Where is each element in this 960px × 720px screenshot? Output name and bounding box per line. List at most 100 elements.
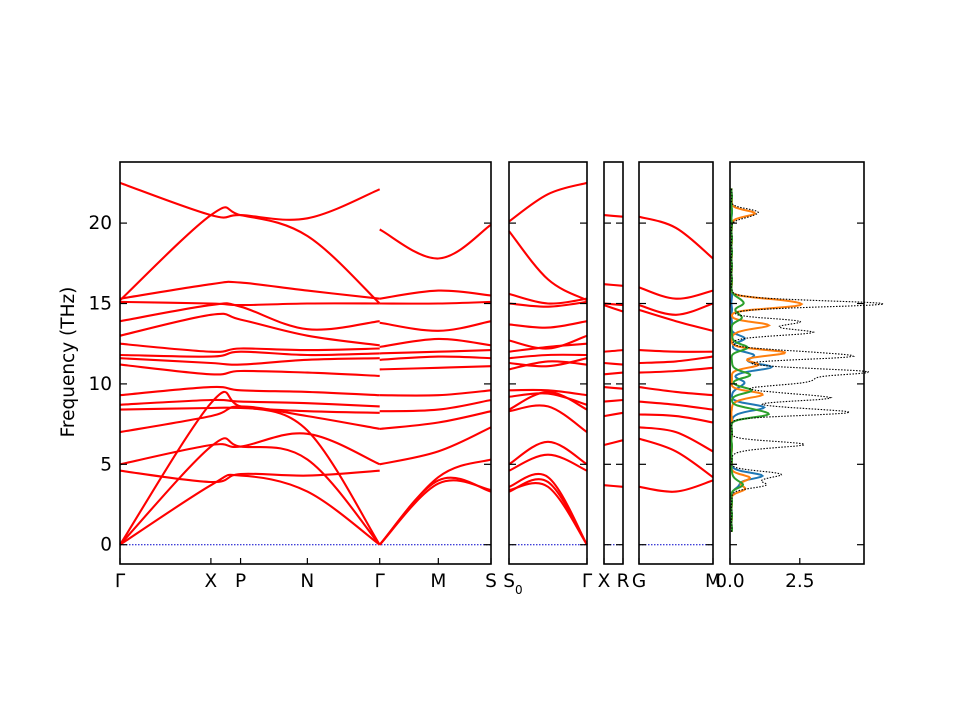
- phonon-band: [638, 286, 714, 300]
- phonon-band: [119, 473, 381, 546]
- dos-panel: 0.0 2.5: [715, 161, 884, 592]
- dos-frame: [729, 161, 865, 565]
- phonon-band: [379, 223, 492, 260]
- dos-x-tick-label: 0.0: [715, 571, 744, 592]
- phonon-band: [508, 181, 588, 223]
- x-tick-label: N: [300, 571, 314, 592]
- x-tick-label: S0: [503, 571, 522, 597]
- phonon-band: [379, 355, 492, 361]
- phonon-band: [119, 398, 380, 408]
- x-tick-label: Γ: [375, 571, 386, 592]
- phonon-band: [119, 350, 380, 358]
- x-tick-label: X: [598, 571, 611, 592]
- phonon-band: [638, 437, 714, 479]
- phonon-band: [603, 386, 624, 390]
- phonon-band: [508, 478, 588, 546]
- x-tick-label: Γ: [582, 571, 593, 592]
- phonon-band: [119, 363, 380, 377]
- x-tick-label-subscript: 0: [515, 583, 523, 597]
- phonon-band: [119, 437, 381, 546]
- phonon-band: [119, 302, 380, 331]
- phonon-band: [119, 181, 381, 221]
- phonon-band: [508, 300, 588, 308]
- phonon-band: [603, 361, 624, 366]
- phonon-band: [638, 479, 714, 493]
- phonon-band: [508, 404, 588, 433]
- phonon-band: [508, 482, 588, 546]
- phonon-band: [638, 426, 714, 453]
- phonon-band: [379, 300, 492, 305]
- x-tick-label: S: [485, 571, 497, 592]
- x-tick-label: R: [617, 571, 630, 592]
- panel-frame: [119, 161, 492, 565]
- y-tick-label: 5: [100, 454, 112, 475]
- x-tick-label: G: [632, 571, 646, 592]
- phonon-band: [508, 453, 588, 472]
- panel-frame: [638, 161, 714, 565]
- phonon-band: [508, 292, 588, 305]
- phonon-band: [119, 206, 381, 305]
- phonon-band: [119, 432, 381, 466]
- phonon-band: [603, 349, 624, 353]
- x-tick-label: X: [205, 571, 218, 592]
- phonon-band: [508, 388, 588, 397]
- phonon-band: [378, 458, 492, 546]
- phonon-band: [119, 385, 380, 397]
- phonon-band: [379, 410, 492, 430]
- phonon-band: [378, 476, 492, 546]
- x-tick-label: M: [705, 571, 721, 592]
- phonon-band: [638, 413, 714, 424]
- phonon-band: [603, 371, 624, 376]
- band-panel-1: 0 5 10 15 20 Γ X P N Γ M S: [88, 161, 497, 592]
- x-tick-label: Γ: [115, 571, 126, 592]
- partial-dos-curve: [730, 188, 804, 532]
- phonon-band: [379, 337, 492, 348]
- phonon-band: [508, 440, 588, 466]
- phonon-band: [638, 355, 714, 365]
- panel-frame: [603, 161, 624, 565]
- phonon-band: [379, 398, 492, 413]
- phonon-band: [508, 342, 588, 353]
- x-tick-label: M: [430, 571, 446, 592]
- phonon-band: [378, 479, 492, 546]
- phonon-band: [508, 357, 588, 368]
- y-tick-label: 20: [88, 213, 112, 234]
- phonon-band: [508, 320, 588, 329]
- phonon-band: [379, 349, 492, 355]
- phonon-band: [603, 214, 624, 218]
- y-tick-label: 10: [88, 374, 112, 395]
- phonon-band: [603, 411, 624, 418]
- phonon-band: [379, 426, 492, 466]
- phonon-band: [603, 439, 624, 447]
- phonon-band: [638, 308, 714, 332]
- phonon-band: [119, 342, 380, 353]
- phonon-band: [379, 320, 492, 332]
- phonon-band: [379, 389, 492, 397]
- x-tick-label: P: [235, 571, 246, 592]
- total-dos-curve: [730, 188, 884, 532]
- phonon-band: [119, 300, 380, 307]
- panel-frame: [508, 161, 588, 565]
- phonon-band: [119, 312, 380, 347]
- phonon-band: [508, 230, 588, 302]
- phonon-band: [603, 484, 624, 488]
- phonon-band: [119, 357, 380, 366]
- phonon-band: [603, 398, 624, 403]
- phonon-band: [508, 334, 588, 350]
- phonon-band: [119, 405, 380, 434]
- phonon-band: [508, 390, 588, 411]
- phonon-band: [638, 400, 714, 411]
- y-tick-label: 0: [100, 535, 112, 556]
- phonon-band: [379, 365, 492, 371]
- phonon-band: [638, 302, 714, 316]
- dos-x-tick-label: 2.5: [785, 571, 814, 592]
- phonon-band: [119, 280, 380, 300]
- band-panel-2: S0 Γ: [503, 161, 593, 597]
- y-axis-label: Frequency (THz): [58, 287, 79, 438]
- phonon-band: [638, 386, 714, 397]
- phonon-band: [603, 283, 624, 287]
- phonon-band: [508, 360, 588, 371]
